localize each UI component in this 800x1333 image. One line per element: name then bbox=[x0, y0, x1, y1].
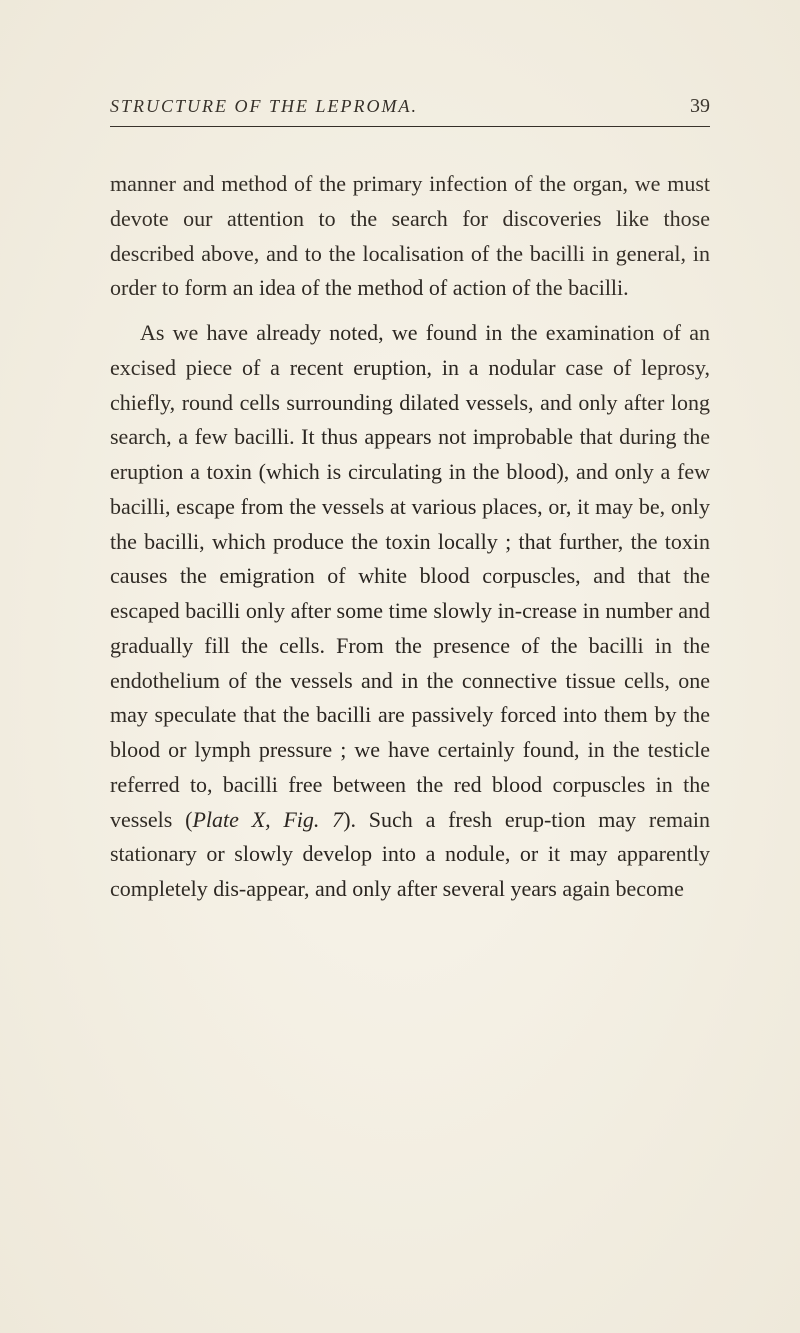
paragraph-1: manner and method of the primary infecti… bbox=[110, 167, 710, 306]
body-text-container: manner and method of the primary infecti… bbox=[110, 167, 710, 907]
page-number: 39 bbox=[690, 95, 710, 118]
page-header: STRUCTURE OF THE LEPROMA. 39 bbox=[110, 95, 710, 127]
paragraph-2-part1: As we have already noted, we found in th… bbox=[110, 320, 710, 832]
plate-reference: Plate X, Fig. 7 bbox=[192, 807, 343, 832]
paragraph-2: As we have already noted, we found in th… bbox=[110, 316, 710, 907]
header-title: STRUCTURE OF THE LEPROMA. bbox=[110, 96, 418, 117]
